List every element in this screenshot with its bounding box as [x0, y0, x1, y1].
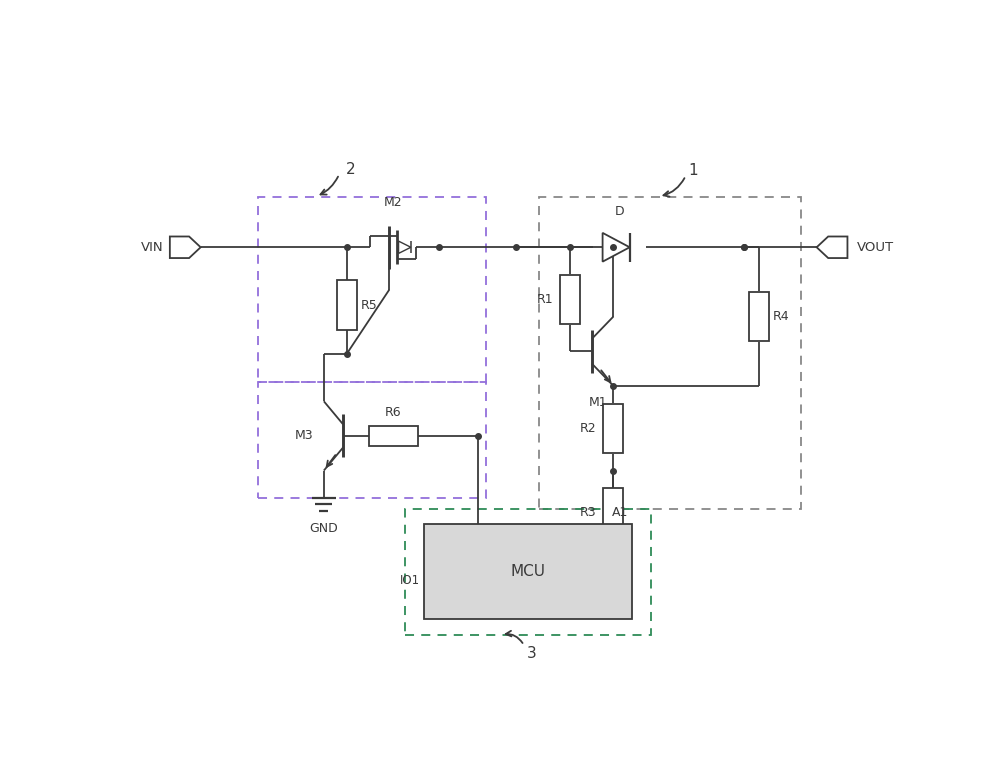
- Bar: [539, 197, 801, 509]
- Text: R2: R2: [580, 421, 596, 435]
- Text: 1: 1: [689, 163, 698, 178]
- Polygon shape: [603, 233, 630, 262]
- Text: MCU: MCU: [510, 564, 545, 579]
- Text: VOUT: VOUT: [857, 241, 894, 254]
- Text: IO1: IO1: [400, 574, 420, 587]
- Text: 2: 2: [346, 162, 356, 177]
- Text: GND: GND: [599, 580, 628, 593]
- Text: VIN: VIN: [141, 241, 164, 254]
- Text: R5: R5: [361, 299, 378, 312]
- Text: A1: A1: [612, 506, 628, 519]
- Text: R1: R1: [537, 293, 553, 305]
- Text: M1: M1: [589, 396, 607, 409]
- Text: M2: M2: [384, 196, 402, 208]
- Polygon shape: [399, 241, 411, 253]
- Bar: [603, 488, 623, 537]
- Bar: [337, 280, 357, 330]
- Bar: [369, 426, 418, 446]
- Text: R3: R3: [580, 506, 596, 519]
- Polygon shape: [817, 236, 847, 258]
- Text: GND: GND: [309, 522, 338, 535]
- Polygon shape: [170, 236, 201, 258]
- Text: D: D: [615, 205, 624, 218]
- Text: 3: 3: [527, 646, 537, 660]
- Bar: [258, 382, 486, 497]
- Bar: [560, 274, 580, 324]
- Text: R6: R6: [385, 406, 401, 419]
- Bar: [749, 292, 769, 341]
- Bar: [258, 197, 486, 382]
- Bar: [424, 525, 632, 619]
- Bar: [603, 403, 623, 453]
- Text: M3: M3: [295, 430, 314, 443]
- Bar: [405, 509, 651, 634]
- Text: R4: R4: [773, 310, 789, 323]
